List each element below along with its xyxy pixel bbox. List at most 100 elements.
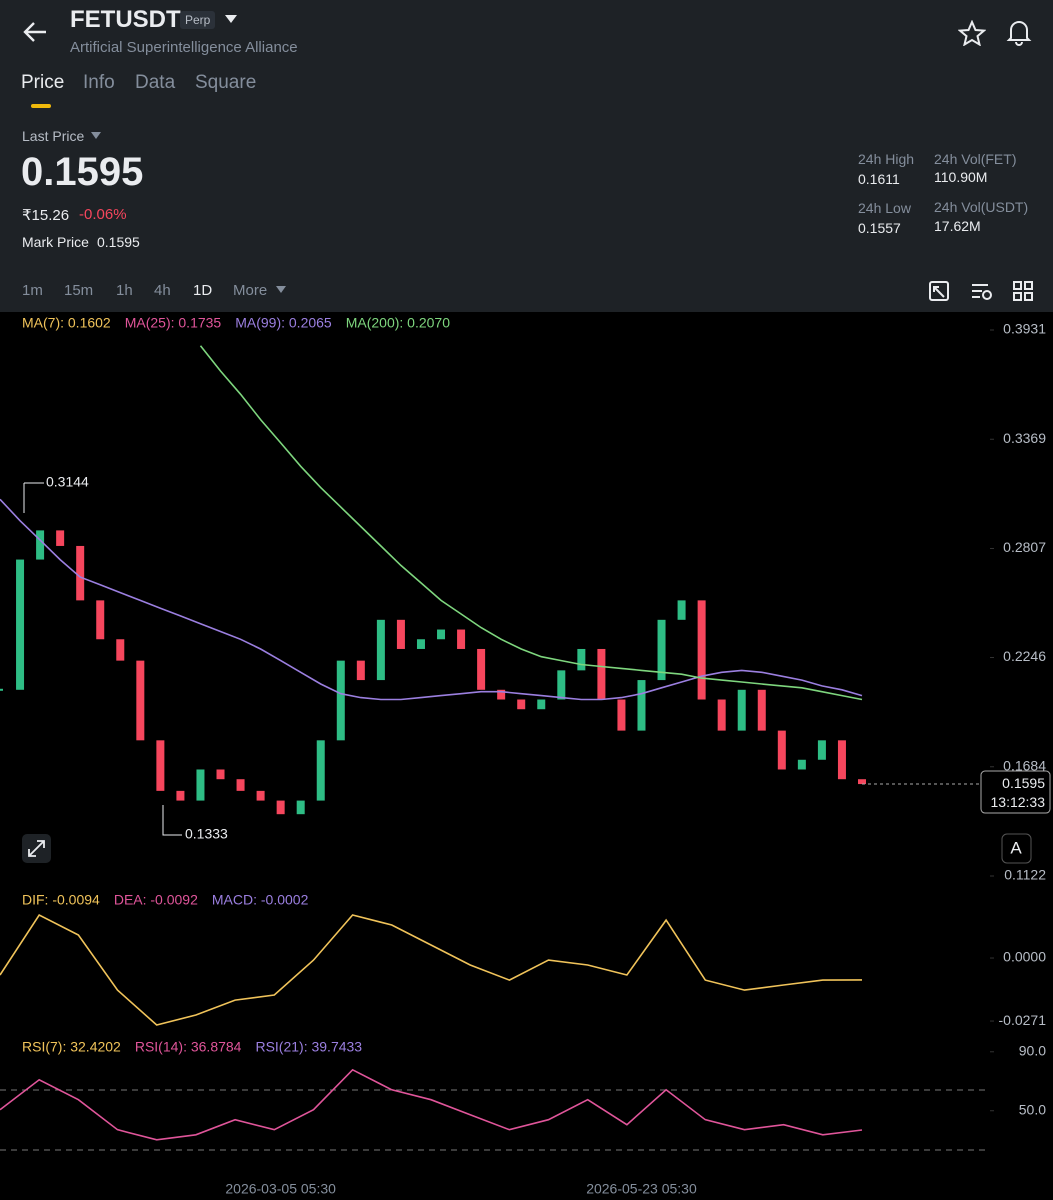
high-marker: [23, 482, 44, 513]
candle: [837, 740, 846, 780]
candle: [597, 648, 606, 700]
high-label: 0.3144: [46, 474, 89, 490]
y-tick-label: 0.1122: [1004, 867, 1046, 883]
tab[interactable]: Price: [21, 72, 65, 93]
candle: [296, 800, 305, 815]
candle: [196, 769, 205, 801]
legend-entry: MA(7): 0.1602: [22, 315, 111, 331]
interval[interactable]: More: [233, 282, 268, 299]
settings-tool[interactable]: [970, 280, 994, 302]
candle: [537, 699, 546, 710]
candle: [76, 545, 85, 601]
line: [0, 1068, 863, 1141]
candle: [717, 699, 726, 731]
stat-value: 0.1557: [858, 220, 901, 236]
candle: [216, 769, 225, 780]
tab[interactable]: Square: [195, 72, 257, 93]
candle: [577, 648, 586, 671]
line: [199, 345, 863, 701]
price-change: -0.06%: [79, 206, 127, 223]
y-tick-label: 50.0: [1019, 1101, 1046, 1117]
x-tick-label: 2026-05-23 05:30: [586, 1181, 697, 1197]
dropdown-icon: [91, 132, 101, 139]
symbol[interactable]: FETUSDT: [70, 6, 181, 33]
candle: [0, 688, 3, 691]
candle: [56, 530, 65, 546]
subtitle: Artificial Superintelligence Alliance: [70, 39, 298, 56]
legend-entry: MA(99): 0.2065: [235, 315, 332, 331]
dropdown-icon: [276, 286, 286, 293]
badge: Perp: [180, 11, 216, 29]
candle: [777, 730, 786, 770]
countdown: 13:12:33: [991, 794, 1046, 810]
candle: [517, 699, 526, 710]
candle: [136, 660, 145, 741]
favorite-button[interactable]: [958, 20, 986, 46]
y-tick-label: 0.3369: [1003, 430, 1046, 446]
low-label: 0.1333: [185, 826, 228, 842]
chart-tool[interactable]: [928, 280, 950, 302]
legend-entry: MACD: -0.0002: [212, 892, 309, 908]
candle: [617, 699, 626, 731]
tab[interactable]: Info: [83, 72, 115, 93]
y-tick-label: 0.1684: [1003, 757, 1046, 773]
candle: [396, 619, 405, 649]
low-marker: [162, 804, 182, 836]
candle: [356, 660, 365, 681]
candle: [36, 530, 45, 560]
last-price-label[interactable]: Last Price: [22, 128, 85, 144]
y-tick-label: 0.2807: [1003, 539, 1046, 555]
dropdown-icon[interactable]: [224, 14, 238, 24]
x-tick-label: 2026-03-05 05:30: [225, 1181, 336, 1197]
candle: [477, 648, 486, 690]
candle: [176, 790, 185, 801]
stat-label: 24h Vol(USDT): [934, 199, 1029, 215]
candle: [557, 670, 566, 700]
tab[interactable]: Data: [135, 72, 176, 93]
stat-label: 24h Vol(FET): [934, 151, 1017, 167]
current-price-box: [980, 770, 1051, 814]
interval[interactable]: 1D: [193, 282, 213, 299]
candle: [737, 689, 746, 731]
candle: [457, 629, 466, 649]
back-button[interactable]: [22, 20, 48, 44]
alert-button[interactable]: [1006, 18, 1032, 46]
stat-label: 24h High: [858, 151, 915, 167]
candle: [236, 779, 245, 791]
candle: [376, 619, 385, 681]
current-price: 0.1595: [1002, 775, 1045, 791]
mark-price-label: Mark Price: [22, 234, 89, 250]
legend-entry: DEA: -0.0092: [114, 892, 198, 908]
interval[interactable]: 1h: [116, 282, 133, 299]
stat-value: 110.90M: [934, 169, 988, 185]
interval[interactable]: 15m: [64, 282, 94, 299]
candle: [156, 740, 165, 791]
y-tick-label: 90.0: [1019, 1042, 1046, 1058]
candle: [677, 600, 686, 620]
candle: [637, 680, 646, 731]
layout-tool[interactable]: [1012, 280, 1034, 302]
legend-entry: DIF: -0.0094: [22, 892, 100, 908]
auto-button[interactable]: [1001, 833, 1032, 864]
y-tick-label: -0.0271: [999, 1012, 1047, 1028]
stat-value: 0.1611: [858, 171, 900, 187]
line: [0, 498, 863, 701]
y-tick-label: 0.3931: [1003, 321, 1046, 337]
interval[interactable]: 1m: [22, 282, 43, 299]
legend-entry: RSI(21): 39.7433: [255, 1039, 362, 1055]
candle: [757, 689, 766, 731]
candle: [697, 600, 706, 700]
legend-entry: RSI(14): 36.8784: [135, 1039, 242, 1055]
candle: [276, 800, 285, 815]
interval[interactable]: 4h: [154, 282, 171, 299]
candle: [256, 790, 265, 801]
candle: [416, 639, 425, 649]
candle: [817, 740, 826, 760]
candle: [657, 619, 666, 681]
candle: [437, 629, 446, 640]
candle: [797, 759, 806, 770]
header-panel: FETUSDT Perp Artificial Superintelligenc…: [0, 0, 1053, 312]
y-tick-label: 0.0000: [1003, 949, 1046, 965]
